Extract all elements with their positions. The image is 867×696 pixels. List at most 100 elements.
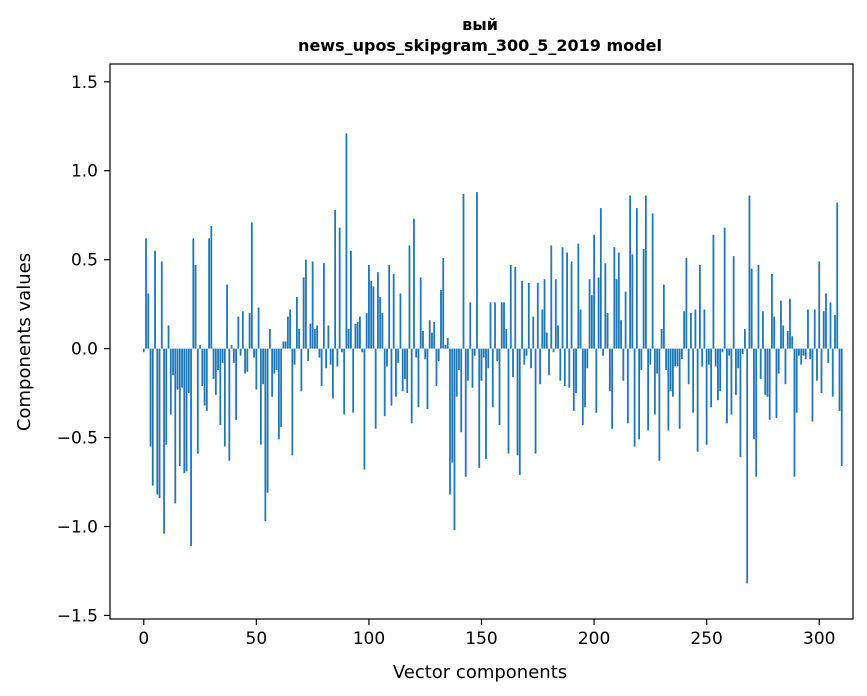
x-axis: 0 50 100 150 200 250 300 <box>138 619 835 649</box>
bar-309 <box>838 348 841 411</box>
bar-250 <box>705 348 708 445</box>
bar-113 <box>397 348 400 363</box>
bar-28 <box>205 348 208 411</box>
bar-74 <box>309 323 312 349</box>
bar-126 <box>426 348 429 410</box>
bar-232 <box>665 348 668 370</box>
bar-177 <box>541 309 544 349</box>
bar-281 <box>775 348 778 418</box>
bar-115 <box>401 348 404 392</box>
bar-105 <box>379 297 382 349</box>
bar-138 <box>453 348 456 531</box>
bar-207 <box>608 348 611 392</box>
bar-201 <box>595 348 598 413</box>
bar-303 <box>825 293 827 349</box>
bar-197 <box>586 348 589 369</box>
bar-16 <box>178 348 181 467</box>
x-tick-label: 150 <box>465 629 497 649</box>
bar-20 <box>187 348 190 394</box>
bar-240 <box>683 311 686 349</box>
x-tick-label: 300 <box>803 629 835 649</box>
bar-122 <box>417 348 420 408</box>
bar-227 <box>653 348 656 415</box>
bar-136 <box>449 348 451 495</box>
bar-6 <box>156 348 159 495</box>
bar-47 <box>248 313 251 349</box>
bar-73 <box>307 348 310 362</box>
bar-206 <box>606 313 609 349</box>
bar-15 <box>176 348 179 390</box>
bar-216 <box>629 195 631 349</box>
bar-series <box>142 133 843 584</box>
bar-252 <box>710 348 713 408</box>
bar-140 <box>458 348 460 370</box>
bar-219 <box>635 208 638 349</box>
bar-149 <box>478 348 481 468</box>
bar-170 <box>525 348 528 356</box>
bar-110 <box>390 348 393 406</box>
bar-192 <box>575 348 577 394</box>
bar-301 <box>820 348 823 394</box>
bar-1 <box>145 238 147 349</box>
bar-290 <box>795 348 798 413</box>
bar-176 <box>539 348 541 385</box>
bar-191 <box>572 348 575 411</box>
bar-151 <box>482 348 485 358</box>
bar-121 <box>415 348 418 358</box>
bar-86 <box>336 348 339 367</box>
bar-259 <box>726 348 728 424</box>
bar-19 <box>185 348 188 472</box>
x-tick-label: 100 <box>353 629 385 649</box>
bar-52 <box>259 348 262 445</box>
bar-262 <box>732 256 735 349</box>
bar-144 <box>467 348 469 381</box>
bar-35 <box>221 348 224 363</box>
bar-27 <box>203 348 206 406</box>
bar-255 <box>717 348 719 401</box>
bar-56 <box>268 329 271 349</box>
bar-269 <box>748 195 751 349</box>
bar-123 <box>419 277 422 349</box>
bar-166 <box>516 348 519 456</box>
bar-169 <box>523 348 526 365</box>
bar-247 <box>699 265 701 349</box>
bar-106 <box>381 313 384 349</box>
bar-118 <box>408 245 411 349</box>
x-tick-label: 250 <box>690 629 722 649</box>
bar-125 <box>424 348 427 360</box>
bar-194 <box>579 309 582 349</box>
bar-55 <box>266 348 269 493</box>
bar-32 <box>214 348 217 395</box>
bar-244 <box>692 348 695 413</box>
bar-99 <box>365 313 368 349</box>
bar-295 <box>807 309 809 349</box>
bar-260 <box>728 348 731 356</box>
bar-142 <box>462 193 465 349</box>
bar-289 <box>793 348 796 477</box>
bar-304 <box>827 348 830 363</box>
bar-91 <box>347 329 350 349</box>
bar-294 <box>804 348 807 360</box>
bar-61 <box>280 348 283 427</box>
bar-296 <box>809 348 812 360</box>
bar-0 <box>142 348 145 353</box>
bar-266 <box>741 348 744 354</box>
bar-46 <box>246 348 249 372</box>
bar-42 <box>237 316 240 349</box>
bar-112 <box>395 348 397 397</box>
bar-124 <box>422 330 424 349</box>
bar-98 <box>363 348 366 470</box>
bar-12 <box>169 348 172 415</box>
bar-306 <box>831 348 834 397</box>
bar-21 <box>190 348 192 547</box>
bar-39 <box>230 345 233 349</box>
bar-302 <box>822 311 825 349</box>
bar-205 <box>604 263 607 349</box>
bar-31 <box>212 348 215 379</box>
bar-230 <box>660 329 663 349</box>
bar-220 <box>638 348 641 440</box>
bar-26 <box>201 348 204 386</box>
bar-268 <box>746 348 749 584</box>
bar-308 <box>836 202 839 349</box>
chart-title-line1: вый <box>462 15 498 34</box>
